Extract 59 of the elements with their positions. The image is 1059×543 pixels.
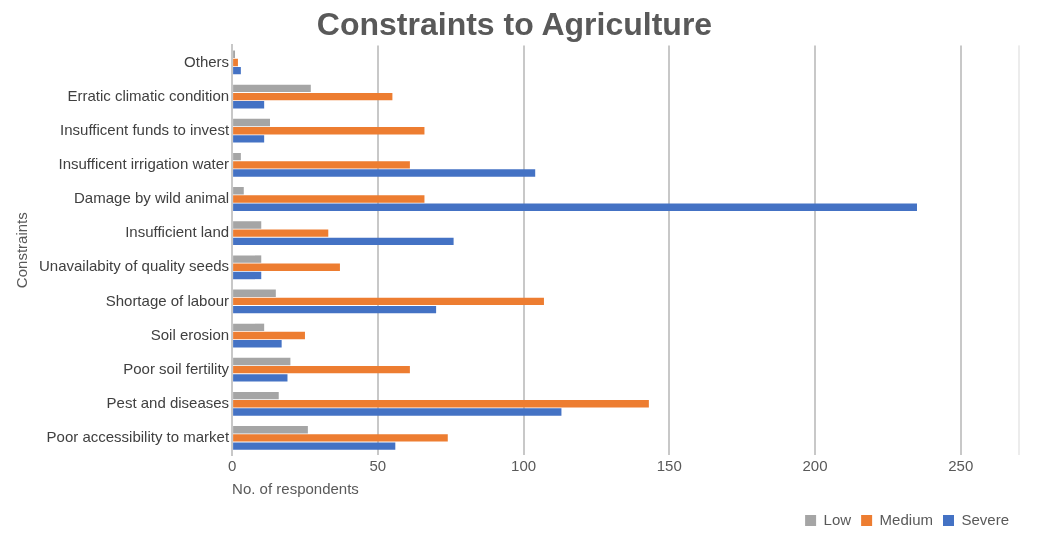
bar — [233, 152, 241, 161]
legend-label: Low — [823, 510, 852, 528]
y-tick-label: Damage by wild animal — [74, 189, 230, 207]
y-axis-title: Constraints — [13, 212, 31, 289]
bar — [233, 118, 270, 127]
x-tick-label: 50 — [369, 457, 387, 475]
y-tick-label: Insufficent funds to invest — [60, 120, 230, 138]
bar — [233, 229, 329, 237]
bar — [233, 135, 265, 143]
y-tick-label: Insufficent irrigation water — [58, 155, 230, 173]
y-tick-label: Poor accessibility to market — [46, 428, 230, 446]
bar — [233, 58, 238, 67]
y-tick-label: Erratic climatic condition — [67, 86, 230, 104]
y-tick-label: Others — [184, 52, 230, 70]
bar — [233, 195, 425, 203]
bar — [233, 442, 396, 450]
bar — [233, 374, 288, 382]
x-axis-title: No. of respondents — [232, 480, 359, 498]
bar — [233, 203, 917, 211]
x-tick-label: 200 — [802, 457, 828, 475]
bar — [233, 221, 262, 229]
legend-label: Severe — [961, 510, 1009, 528]
bar — [233, 305, 437, 314]
bar — [233, 365, 410, 374]
bar — [233, 101, 265, 109]
y-tick-label: Soil erosion — [150, 325, 230, 343]
bar — [233, 237, 454, 246]
chart-title: Constraints to Agriculture — [316, 6, 713, 43]
bar — [233, 84, 311, 93]
bar — [233, 297, 544, 306]
bar — [233, 340, 282, 348]
y-tick-label: Pest and diseases — [106, 393, 230, 411]
bar — [233, 400, 649, 408]
bar — [233, 289, 276, 297]
bar — [233, 161, 410, 169]
bar — [233, 271, 262, 280]
y-tick-label: Shortage of labour — [105, 291, 230, 309]
y-tick-label: Insufficient land — [125, 223, 230, 241]
bar — [233, 434, 448, 442]
bar — [233, 255, 262, 263]
bar — [233, 391, 279, 400]
bar — [233, 331, 305, 340]
bar — [233, 127, 425, 135]
bar — [233, 408, 562, 416]
bar — [233, 323, 265, 332]
x-tick-label: 0 — [227, 457, 237, 475]
bar — [233, 263, 340, 271]
x-tick-label: 250 — [948, 457, 974, 475]
x-tick-label: 150 — [656, 457, 682, 475]
bar — [233, 66, 241, 75]
y-tick-label: Unavailabity of quality seeds — [39, 257, 230, 275]
legend-label: Medium — [879, 510, 933, 528]
bar — [233, 92, 393, 101]
bar — [233, 187, 244, 195]
x-tick-label: 100 — [511, 457, 537, 475]
bar — [233, 357, 291, 366]
bar — [233, 426, 308, 434]
bar — [233, 169, 536, 177]
y-tick-label: Poor soil fertility — [123, 359, 230, 377]
